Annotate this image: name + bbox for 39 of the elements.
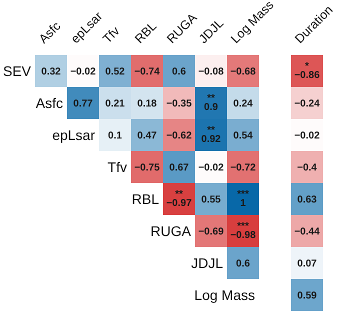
data-label: * −0.86 [294, 61, 320, 81]
data-label: ** 0.9 [204, 93, 218, 113]
data-label: −0.69 [198, 226, 224, 238]
data-label: *** 1 [237, 189, 249, 209]
data-label: −0.35 [166, 98, 192, 110]
y-tick-label: SEV [2, 63, 32, 79]
data-label: 0.18 [137, 98, 158, 110]
data-label: −0.74 [134, 66, 160, 78]
x-tick-label: RBL [132, 18, 160, 46]
data-label: 0.6 [236, 258, 250, 270]
data-label: −0.02 [70, 66, 96, 78]
data-label: −0.72 [230, 162, 256, 174]
data-label: −0.75 [134, 162, 160, 174]
data-label: 0.32 [41, 66, 62, 78]
data-label: −0.68 [230, 66, 256, 78]
data-label: *** −0.98 [230, 221, 256, 241]
data-label: 0.47 [137, 130, 158, 142]
data-label: −0.24 [294, 98, 320, 110]
data-label: ** 0.92 [201, 125, 222, 145]
data-label: 0.77 [73, 98, 94, 110]
x-tick-label: Tfv [100, 23, 123, 46]
data-label: −0.02 [294, 130, 320, 142]
data-label: −0.4 [297, 162, 318, 174]
data-label: 0.21 [105, 98, 126, 110]
data-label: −0.62 [166, 130, 192, 142]
data-label: 0.63 [297, 194, 318, 206]
data-label: 0.54 [233, 130, 254, 142]
data-label: 0.59 [297, 290, 318, 302]
data-label: 0.52 [105, 66, 126, 78]
data-label: −0.44 [294, 226, 320, 238]
data-label: 0.1 [108, 130, 122, 142]
data-label: −0.08 [198, 66, 224, 78]
data-label: ** −0.97 [166, 189, 192, 209]
data-label: 0.55 [201, 194, 222, 206]
data-label: 0.24 [233, 98, 254, 110]
data-label: −0.02 [198, 162, 224, 174]
data-label: 0.07 [297, 258, 318, 270]
data-label: 0.67 [169, 162, 190, 174]
data-label: 0.6 [172, 66, 186, 78]
